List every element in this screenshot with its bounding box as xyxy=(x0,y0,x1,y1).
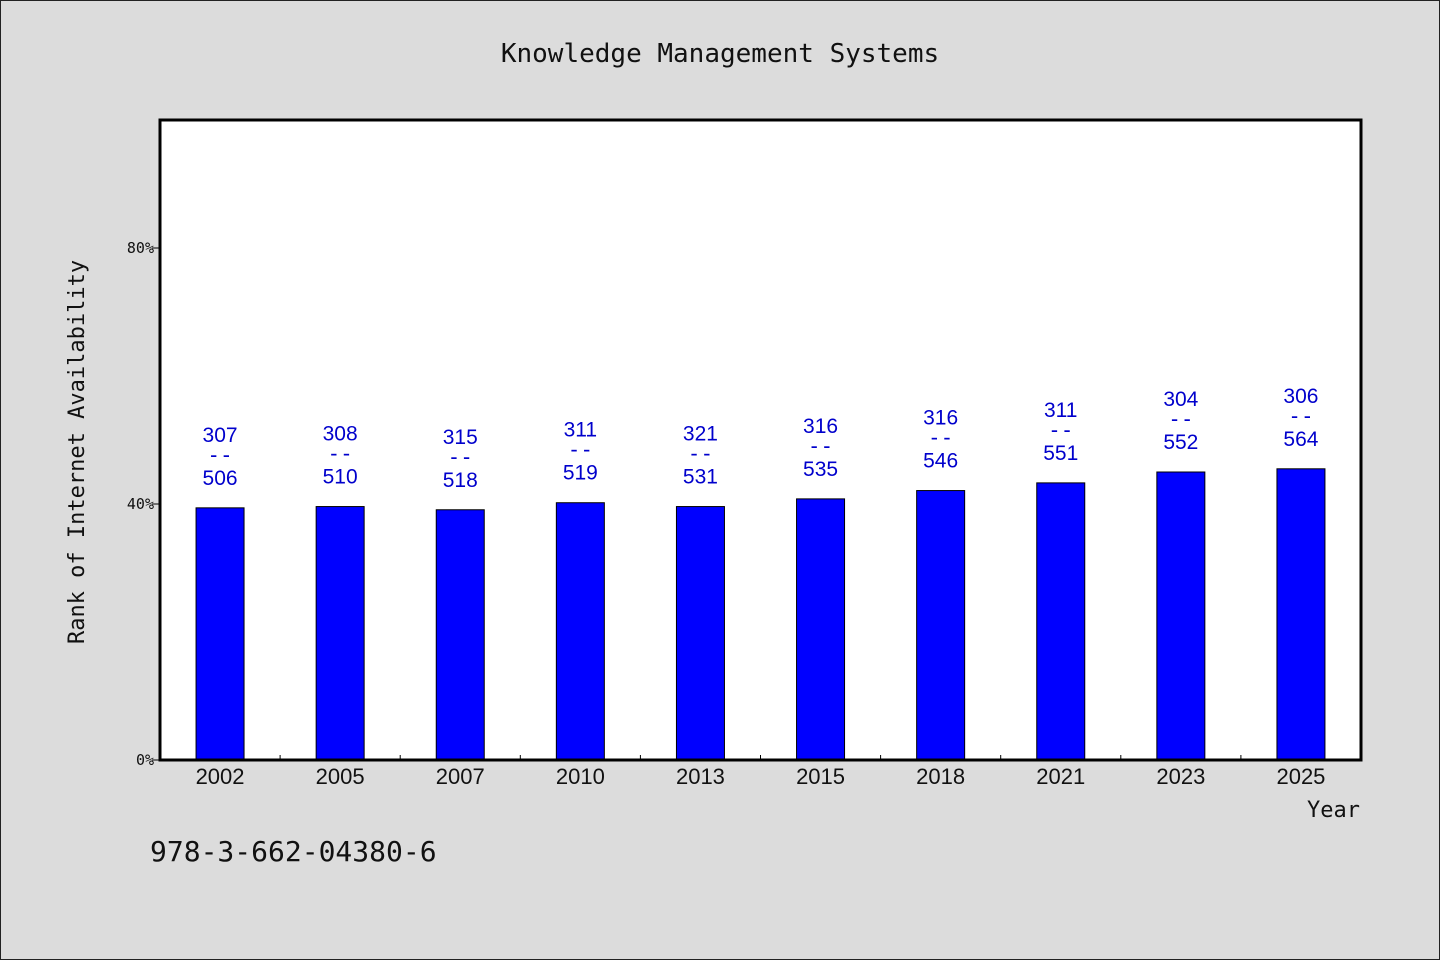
data-label-bottom: 552 xyxy=(1163,431,1198,454)
bar xyxy=(916,490,966,761)
data-label-separator: -- xyxy=(808,434,833,458)
bar xyxy=(796,498,846,761)
data-label-separator: -- xyxy=(328,442,353,466)
data-label-top: 306 xyxy=(1283,385,1318,408)
data-label-top: 315 xyxy=(443,426,478,449)
data-label-top: 321 xyxy=(683,423,718,446)
data-label-bottom: 518 xyxy=(443,469,478,492)
data-label-bottom: 564 xyxy=(1283,428,1318,451)
data-label-separator: -- xyxy=(928,426,953,450)
x-tick-label: 2007 xyxy=(436,764,485,789)
bar xyxy=(1276,468,1326,761)
bar xyxy=(1036,482,1086,761)
y-tick-label: 80% xyxy=(127,239,154,257)
data-label-bottom: 535 xyxy=(803,458,838,481)
data-label-bottom: 510 xyxy=(323,466,358,489)
y-tick-label: 40% xyxy=(127,495,154,513)
x-tick-label: 2025 xyxy=(1276,764,1325,789)
data-label-top: 308 xyxy=(323,423,358,446)
data-label-top: 311 xyxy=(1044,399,1077,422)
x-tick-label: 2023 xyxy=(1156,764,1205,789)
data-label-separator: -- xyxy=(207,443,232,467)
plot-border xyxy=(158,118,1363,762)
x-tick-label: 2002 xyxy=(196,764,245,789)
isbn-text: 978-3-662-04380-6 xyxy=(150,835,437,868)
data-label-separator: -- xyxy=(568,438,593,462)
data-label-top: 316 xyxy=(803,415,838,438)
data-label-separator: -- xyxy=(1288,404,1313,428)
bar xyxy=(555,502,605,761)
data-label-bottom: 519 xyxy=(563,462,598,485)
x-tick-label: 2015 xyxy=(796,764,845,789)
x-axis-label: Year xyxy=(1307,798,1360,823)
bar xyxy=(195,507,245,761)
y-tick-label: 0% xyxy=(136,751,154,769)
data-label-separator: -- xyxy=(448,445,473,469)
chart-title: Knowledge Management Systems xyxy=(501,39,939,69)
data-label-bottom: 506 xyxy=(203,467,238,490)
x-tick-label: 2013 xyxy=(676,764,725,789)
data-label-top: 304 xyxy=(1163,388,1198,411)
data-label-bottom: 531 xyxy=(683,466,718,489)
data-label-separator: -- xyxy=(688,442,713,466)
bar xyxy=(675,506,725,761)
data-label-separator: -- xyxy=(1168,407,1193,431)
bar xyxy=(1156,471,1206,761)
data-label-separator: -- xyxy=(1048,418,1073,442)
x-tick-label: 2010 xyxy=(556,764,605,789)
data-label-top: 307 xyxy=(203,424,238,447)
data-label-top: 311 xyxy=(564,419,597,442)
data-label-top: 316 xyxy=(923,407,958,430)
x-tick-label: 2005 xyxy=(316,764,365,789)
data-label-bottom: 546 xyxy=(923,450,958,473)
data-label-bottom: 551 xyxy=(1043,442,1078,465)
bar xyxy=(435,509,485,761)
x-tick-label: 2021 xyxy=(1036,764,1085,789)
bar xyxy=(315,506,365,761)
y-axis-label: Rank of Internet Availability xyxy=(65,260,90,644)
x-tick-label: 2018 xyxy=(916,764,965,789)
